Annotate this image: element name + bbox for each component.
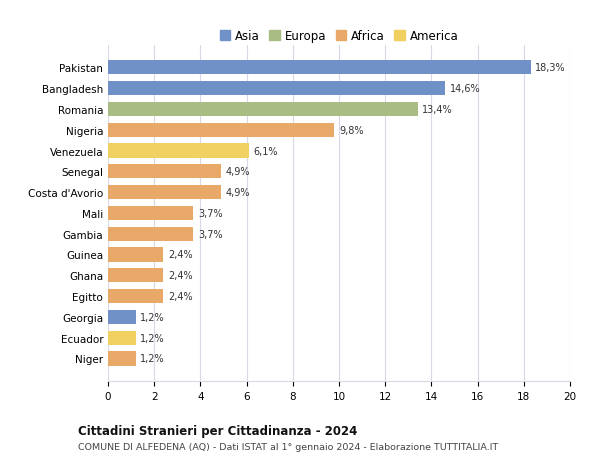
Bar: [108, 165, 221, 179]
Text: COMUNE DI ALFEDENA (AQ) - Dati ISTAT al 1° gennaio 2024 - Elaborazione TUTTITALI: COMUNE DI ALFEDENA (AQ) - Dati ISTAT al …: [78, 442, 498, 451]
Text: 1,2%: 1,2%: [140, 312, 165, 322]
Text: Cittadini Stranieri per Cittadinanza - 2024: Cittadini Stranieri per Cittadinanza - 2…: [78, 424, 358, 437]
Bar: [108, 352, 136, 366]
Text: 4,9%: 4,9%: [226, 167, 250, 177]
Bar: [108, 310, 136, 324]
Bar: [108, 144, 249, 158]
Bar: [108, 103, 418, 117]
Text: 18,3%: 18,3%: [535, 63, 566, 73]
Legend: Asia, Europa, Africa, America: Asia, Europa, Africa, America: [215, 25, 463, 47]
Text: 14,6%: 14,6%: [450, 84, 481, 94]
Text: 2,4%: 2,4%: [168, 291, 193, 302]
Bar: [108, 61, 531, 75]
Bar: [108, 185, 221, 200]
Text: 2,4%: 2,4%: [168, 271, 193, 280]
Bar: [108, 227, 193, 241]
Text: 9,8%: 9,8%: [339, 125, 364, 135]
Text: 3,7%: 3,7%: [198, 208, 223, 218]
Text: 1,2%: 1,2%: [140, 354, 165, 364]
Bar: [108, 123, 334, 138]
Bar: [108, 269, 163, 283]
Text: 4,9%: 4,9%: [226, 188, 250, 198]
Bar: [108, 207, 193, 220]
Bar: [108, 82, 445, 96]
Text: 3,7%: 3,7%: [198, 229, 223, 239]
Text: 1,2%: 1,2%: [140, 333, 165, 343]
Text: 2,4%: 2,4%: [168, 250, 193, 260]
Bar: [108, 289, 163, 303]
Text: 6,1%: 6,1%: [254, 146, 278, 156]
Text: 13,4%: 13,4%: [422, 105, 453, 115]
Bar: [108, 248, 163, 262]
Bar: [108, 331, 136, 345]
